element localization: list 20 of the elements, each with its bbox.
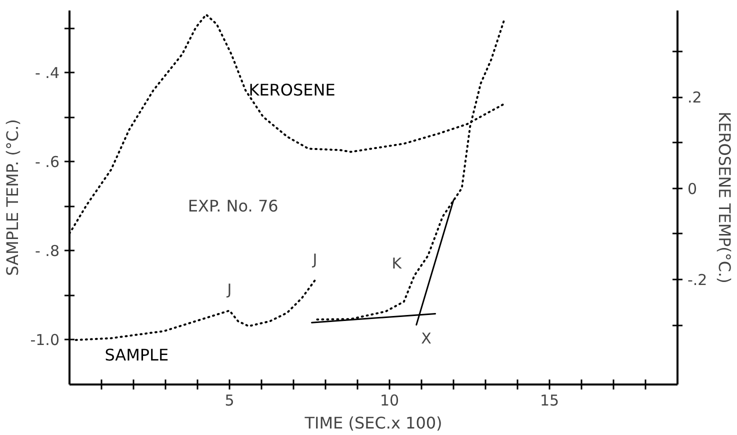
y2-tick-label: 0	[688, 180, 698, 198]
x-tick-label: 15	[540, 392, 560, 410]
x-tick-label: 10	[380, 392, 400, 410]
x-axis-title: TIME (SEC.x 100)	[304, 414, 442, 432]
annotation: X	[421, 329, 432, 348]
y2-tick-label: -.2	[688, 271, 708, 290]
y-tick-label: - .6	[35, 152, 60, 171]
y-tick-label: - .8	[35, 242, 60, 260]
annotation: EXP. No. 76	[188, 196, 278, 216]
annotation: K	[392, 254, 403, 273]
y2-axis-title: KEROSENE TEMP(°C.)	[715, 112, 734, 284]
y-axis-title: SAMPLE TEMP. (°C.)	[3, 119, 22, 276]
y2-tick-label: .2	[688, 88, 702, 107]
y-tick-label: - .4	[35, 64, 60, 82]
x-tick-label: 5	[224, 392, 234, 410]
series-label: KEROSENE	[248, 80, 336, 100]
annotation: J	[312, 250, 318, 268]
annotation: J	[226, 280, 232, 299]
y-tick-label: -1.0	[30, 330, 60, 349]
series-label: SAMPLE	[104, 345, 169, 364]
